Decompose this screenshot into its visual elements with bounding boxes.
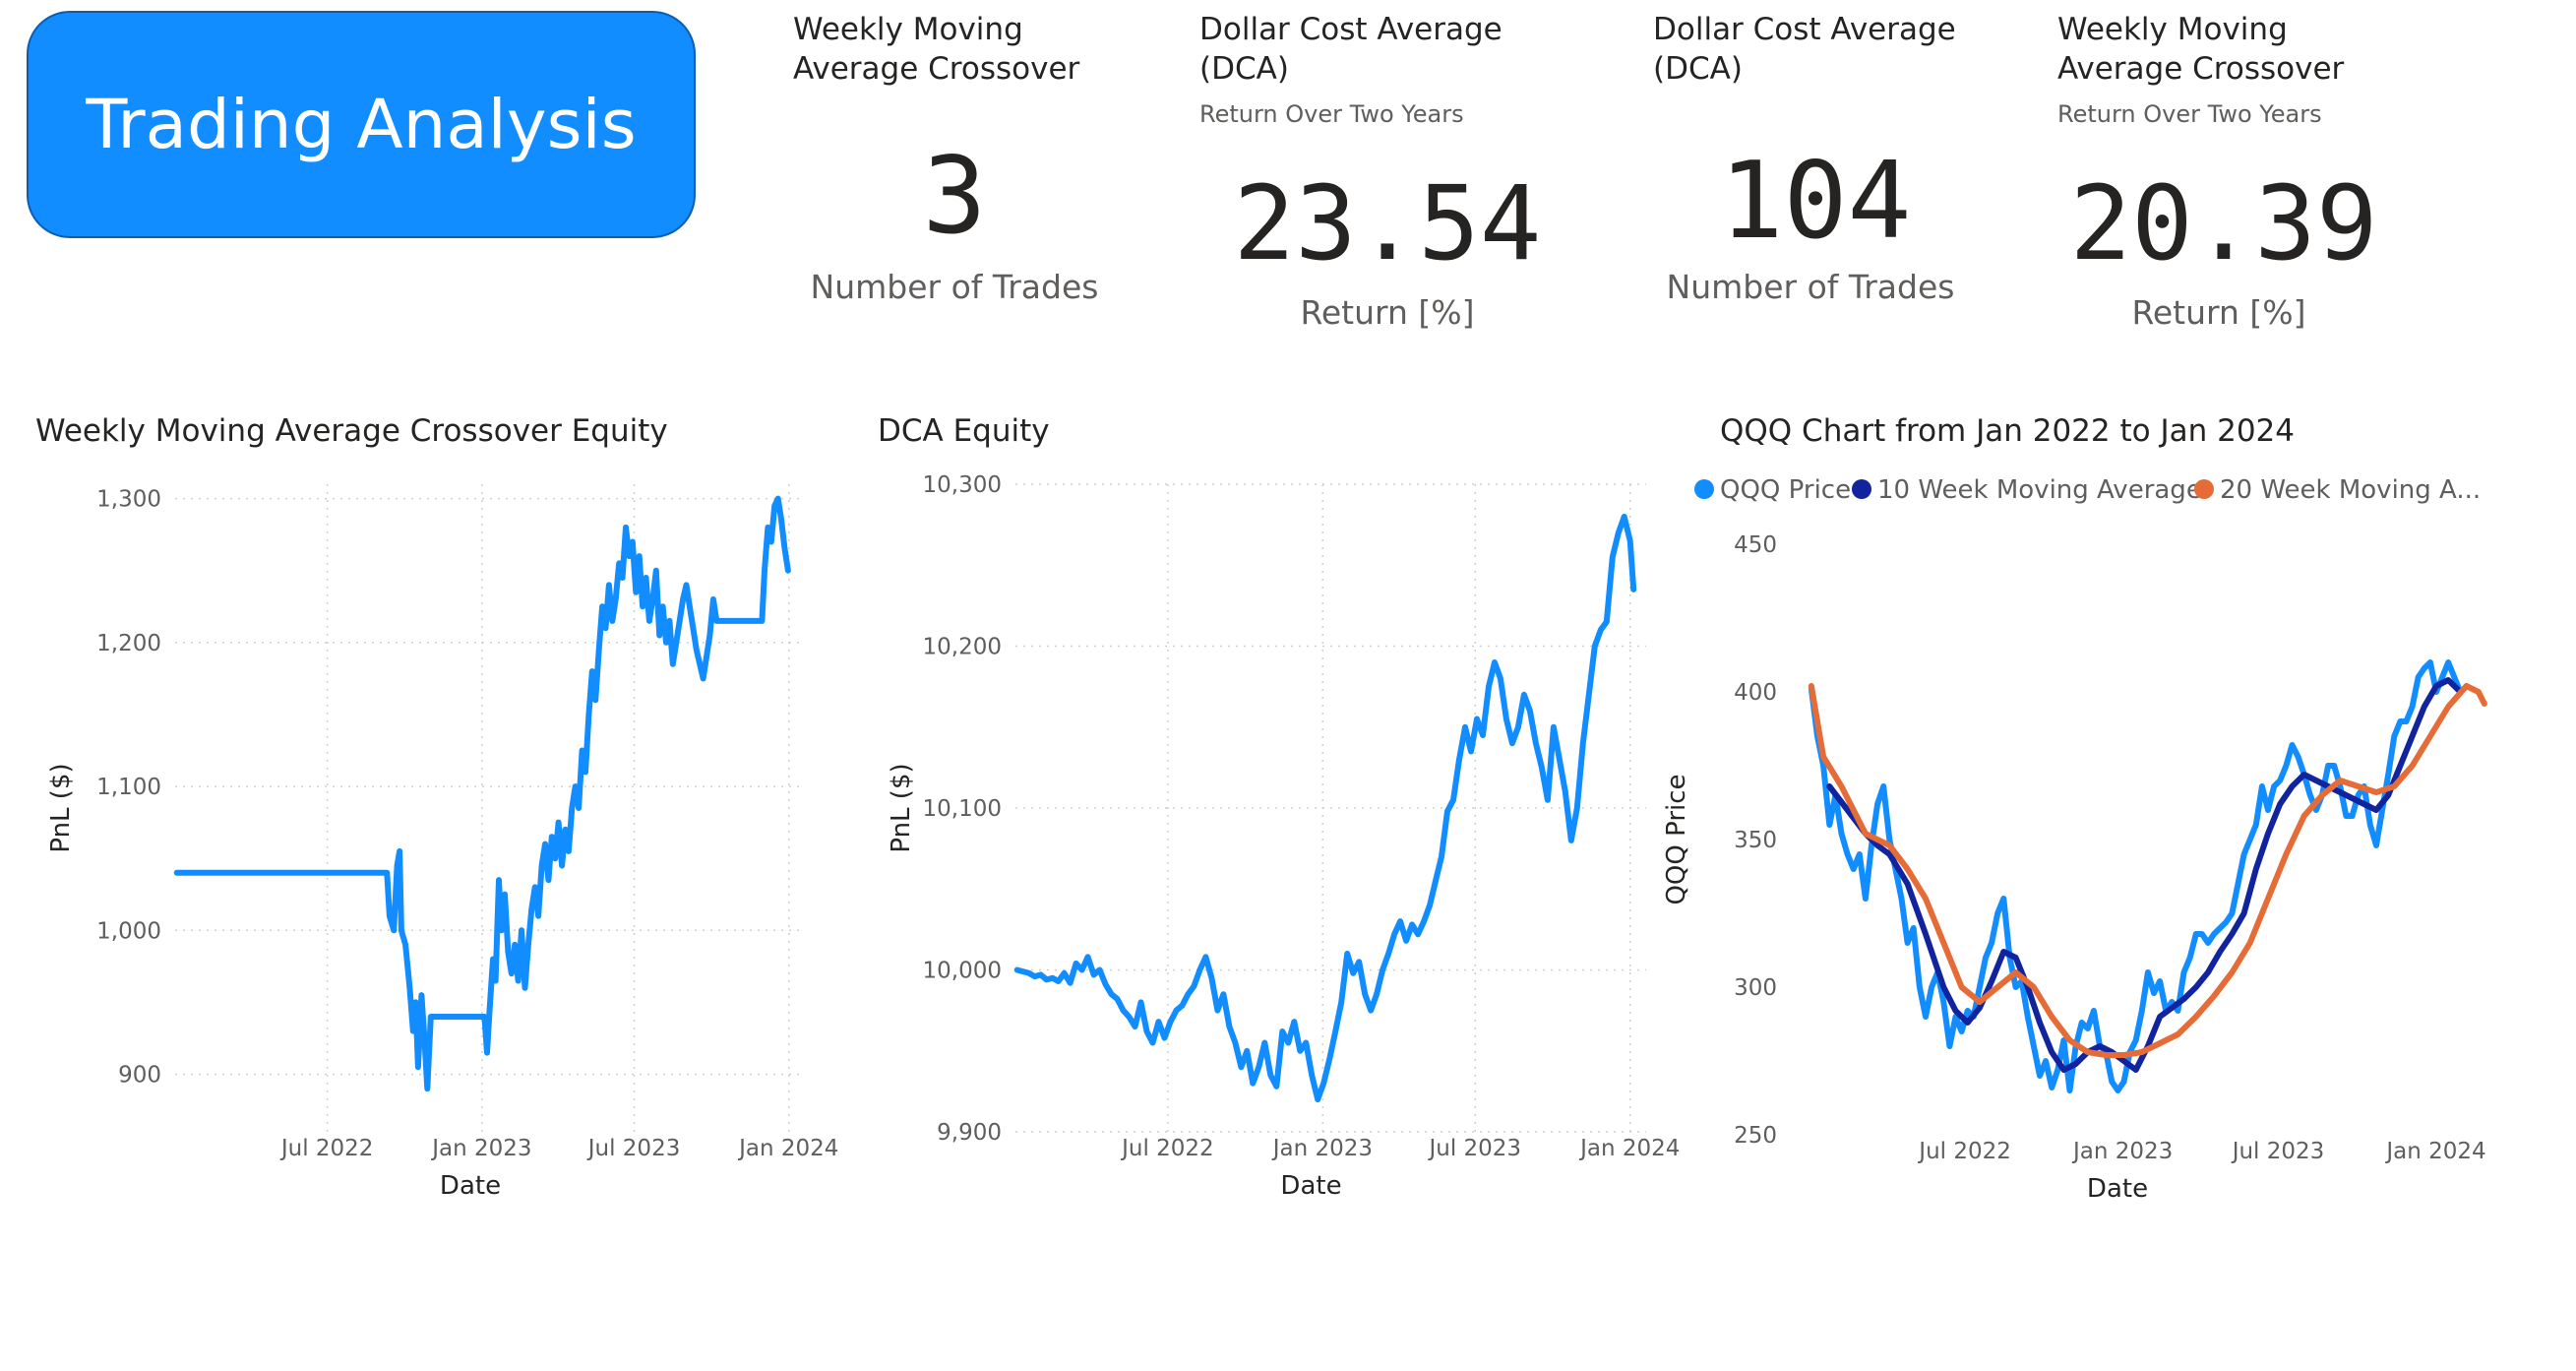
y-tick-label: 450 [1734,532,1777,558]
y-tick-label: 400 [1734,680,1777,706]
legend-label[interactable]: QQQ Price [1720,475,1851,505]
y-axis-title: PnL ($) [887,763,916,852]
kpi-value: 104 [1719,140,1912,263]
legend-marker [2194,479,2214,499]
series-line-qqq-price[interactable] [1808,659,2464,1093]
x-tick-label: Jan 2023 [430,1136,531,1161]
series-line-10-week-moving-average[interactable] [1826,677,2464,1073]
y-tick-label: 1,100 [96,775,161,800]
legend-marker [1852,479,1871,499]
kpi-title: Weekly Moving Average Crossover [2057,12,2345,87]
kpi-label: Number of Trades [1666,268,1955,306]
x-axis-title: Date [440,1171,501,1201]
kpi-label: Return [%] [1300,293,1475,332]
series-line-0[interactable] [1013,513,1637,1103]
y-tick-label: 10,300 [923,472,1002,498]
x-tick-label: Jan 2024 [2384,1139,2485,1164]
legend-label[interactable]: 10 Week Moving Average [1877,475,2202,505]
x-tick-label: Jul 2023 [1427,1136,1521,1161]
kpi-title: Dollar Cost Average (DCA) [1199,12,1503,87]
x-axis-title: Date [2087,1174,2148,1204]
x-axis-title: Date [1280,1171,1341,1201]
y-tick-label: 9,900 [937,1120,1002,1146]
legend-label[interactable]: 20 Week Moving A... [2220,475,2481,505]
x-tick-label: Jul 2023 [586,1136,681,1161]
x-tick-label: Jul 2022 [1120,1136,1214,1161]
kpi-subtitle: Return Over Two Years [2057,100,2322,128]
kpi-title: Weekly Moving Average Crossover [793,12,1080,87]
kpi-value: 20.39 [2069,163,2378,283]
y-tick-label: 1,200 [96,631,161,656]
y-tick-label: 900 [118,1063,161,1089]
kpi-label: Number of Trades [810,268,1099,306]
y-tick-label: 300 [1734,975,1777,1001]
y-tick-label: 350 [1734,828,1777,853]
series-line-20-week-moving-average[interactable] [1808,683,2487,1058]
x-tick-label: Jan 2023 [1271,1136,1373,1161]
y-tick-label: 10,000 [923,959,1002,984]
legend-marker [1694,479,1714,499]
x-tick-label: Jul 2022 [279,1136,374,1161]
chart-title-qqq: QQQ Chart from Jan 2022 to Jan 2024 [1720,413,2295,449]
kpi-value: 23.54 [1233,163,1542,283]
x-tick-label: Jul 2023 [2231,1139,2325,1164]
y-axis-title: PnL ($) [46,763,76,852]
x-tick-label: Jan 2024 [737,1136,838,1161]
kpi-label: Return [%] [2131,293,2306,332]
series-line-0[interactable] [173,495,791,1092]
y-tick-label: 250 [1734,1123,1777,1149]
kpi-subtitle: Return Over Two Years [1199,100,1464,128]
kpi-title: Dollar Cost Average (DCA) [1653,12,1956,87]
chart-title-wmac-equity: Weekly Moving Average Crossover Equity [35,413,668,449]
x-tick-label: Jan 2024 [1578,1136,1680,1161]
kpi-value: 3 [922,135,987,258]
page-title: Trading Analysis [86,85,637,164]
y-axis-title: QQQ Price [1662,774,1691,904]
title-banner: Trading Analysis [27,11,696,238]
y-tick-label: 10,100 [923,796,1002,822]
chart-title-dca-equity: DCA Equity [878,413,1050,449]
y-tick-label: 1,300 [96,487,161,513]
y-tick-label: 1,000 [96,918,161,944]
x-tick-label: Jul 2022 [1917,1139,2011,1164]
x-tick-label: Jan 2023 [2071,1139,2173,1164]
y-tick-label: 10,200 [923,635,1002,660]
